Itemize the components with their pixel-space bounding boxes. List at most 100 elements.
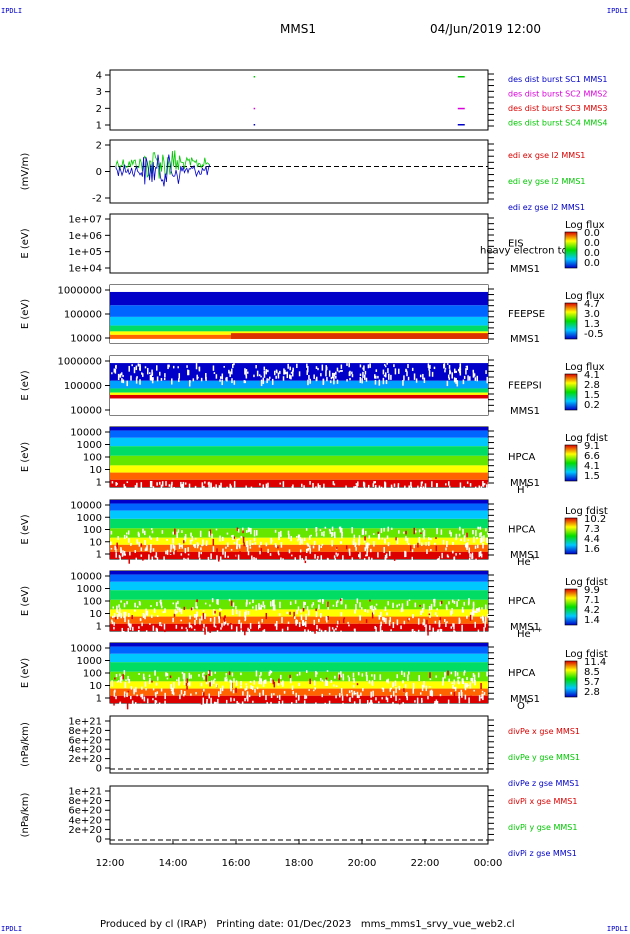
hpca_o-speckle xyxy=(478,695,481,702)
hpca_he-speckle xyxy=(200,552,202,555)
hpca_hepp-speckle xyxy=(345,604,347,609)
hpca_hepp-speckle xyxy=(123,611,125,619)
hpca_hepp-speckle xyxy=(379,611,382,617)
hpca_he-speckle xyxy=(237,554,240,560)
feepsi-speckle xyxy=(466,365,469,371)
hpca_he-speckle xyxy=(115,552,117,558)
hpca_o-speckle xyxy=(291,702,293,708)
hpca_o-speckle xyxy=(159,697,161,704)
hpca_o-speckle xyxy=(166,672,168,675)
feepsi-speckle xyxy=(446,363,449,365)
hpca_hepp-ylabel: E (eV) xyxy=(20,586,31,616)
hpca_hepp-speckle xyxy=(472,601,475,606)
edi-legend-entry: edi ex gse l2 MMS1 xyxy=(508,151,585,160)
hpca_o-speckle xyxy=(253,680,255,685)
feepsi-speckle xyxy=(177,366,179,369)
hpca_h-speckle xyxy=(422,486,425,493)
hpca_h-speckle xyxy=(210,482,212,488)
hpca_he-speckle xyxy=(411,556,413,562)
hpca_he-ylabel: E (eV) xyxy=(20,514,31,544)
hpca_hepp-speckle xyxy=(252,606,254,609)
hpca_o-speckle xyxy=(433,702,436,707)
feepsi-speckle xyxy=(258,374,261,377)
hpca_h-ytick-label: 10 xyxy=(89,465,102,476)
hpca_o-speckle xyxy=(427,696,429,700)
hpca_he-speckle xyxy=(216,548,218,554)
feepsi-speckle xyxy=(382,377,385,385)
feepsi-speckle xyxy=(364,370,367,375)
hpca_o-speckle xyxy=(154,699,157,706)
feepse-band xyxy=(110,305,488,317)
burst-ytick-label: 2 xyxy=(96,104,102,115)
hpca_o-band xyxy=(110,653,488,663)
hpca_hepp-speckle xyxy=(332,604,335,607)
hpca_he-speckle xyxy=(323,531,325,534)
hpca_he-speckle xyxy=(142,554,144,561)
feepsi-speckle xyxy=(359,376,362,383)
hpca_o-speckle xyxy=(372,690,374,697)
hpca_o-speckle xyxy=(466,677,468,681)
feepsi-speckle xyxy=(279,370,281,374)
hpca_o-speckle xyxy=(268,671,271,676)
hpca_o-speckle xyxy=(341,693,343,696)
feepse-colorbar-tick: -0.5 xyxy=(584,329,604,340)
feepsi-speckle xyxy=(387,368,389,373)
hpca_o-speckle xyxy=(259,677,261,682)
hpca_he-speckle xyxy=(242,530,244,534)
hpca_o-speckle xyxy=(178,681,180,686)
x-axis-tick-label: 00:00 xyxy=(474,858,503,869)
hpca_hepp-speckle xyxy=(113,626,115,630)
hpca_o-speckle xyxy=(361,673,364,677)
hpca_he-speckle xyxy=(259,550,261,555)
footer-text: Produced by cl (IRAP) Printing date: 01/… xyxy=(100,919,515,930)
hpca_hepp-speckle xyxy=(183,606,186,610)
feepsi-speckle xyxy=(443,363,446,368)
hpca_o-colorbar-tick: 11.4 xyxy=(584,657,606,668)
hpca_o-speckle xyxy=(235,680,238,686)
feepsi-speckle xyxy=(187,369,189,376)
feepsi-speckle xyxy=(377,375,379,379)
hpca_o-speckle xyxy=(452,684,454,689)
hpca_he-speckle xyxy=(277,546,279,549)
hpca_he-speckle xyxy=(227,555,229,558)
feepsi-speckle xyxy=(444,369,446,373)
feepsi-speckle xyxy=(375,375,377,379)
hpca_o-speckle xyxy=(218,691,220,698)
hpca_hepp-speckle xyxy=(263,629,266,635)
feepsi-speckle xyxy=(457,368,460,372)
hpca_hepp-speckle xyxy=(444,619,446,623)
hpca_hepp-speckle xyxy=(131,615,133,620)
hpca_o-speckle xyxy=(181,671,184,674)
hpca_hepp-speckle xyxy=(244,615,247,621)
hpca_hepp-speckle xyxy=(382,616,384,621)
hpca_he-speckle xyxy=(274,543,277,547)
edi-ytick-label: 0 xyxy=(96,167,102,178)
hpca_hepp-speckle xyxy=(336,625,338,628)
feepsi-speckle xyxy=(178,378,180,383)
hpca_o-speckle xyxy=(203,676,205,680)
hpca_h-speckle xyxy=(373,481,375,484)
feepsi-speckle xyxy=(351,374,354,378)
hpca_hepp-speckle xyxy=(381,630,383,636)
hpca_hepp-speckle xyxy=(387,601,389,606)
hpca_hepp-speckle xyxy=(213,621,216,627)
hpca_he-speckle xyxy=(363,539,366,543)
hpca_o-speckle xyxy=(202,697,204,705)
hpca_hepp-speckle xyxy=(190,607,193,611)
hpca_he-ytick-label: 10 xyxy=(89,537,102,548)
hpca_he-speckle xyxy=(125,535,128,539)
hpca_hepp-speckle xyxy=(440,628,443,635)
feepsi-speckle xyxy=(306,363,308,368)
hpca_o-speckle xyxy=(138,673,140,675)
hpca_hepp-speckle xyxy=(116,605,118,610)
hpca_hepp-speckle xyxy=(172,617,174,623)
feepsi-speckle xyxy=(151,369,153,376)
hpca_hepp-speckle xyxy=(112,606,115,609)
hpca_h-speckle xyxy=(267,482,269,488)
hpca_hepp-speckle xyxy=(468,598,470,604)
hpca_he-speckle xyxy=(149,535,151,539)
feepse-colorbar xyxy=(564,302,578,340)
hpca_he-speckle xyxy=(318,544,320,551)
hpca_he-speckle xyxy=(205,540,208,545)
hpca_he-speckle xyxy=(142,528,144,534)
